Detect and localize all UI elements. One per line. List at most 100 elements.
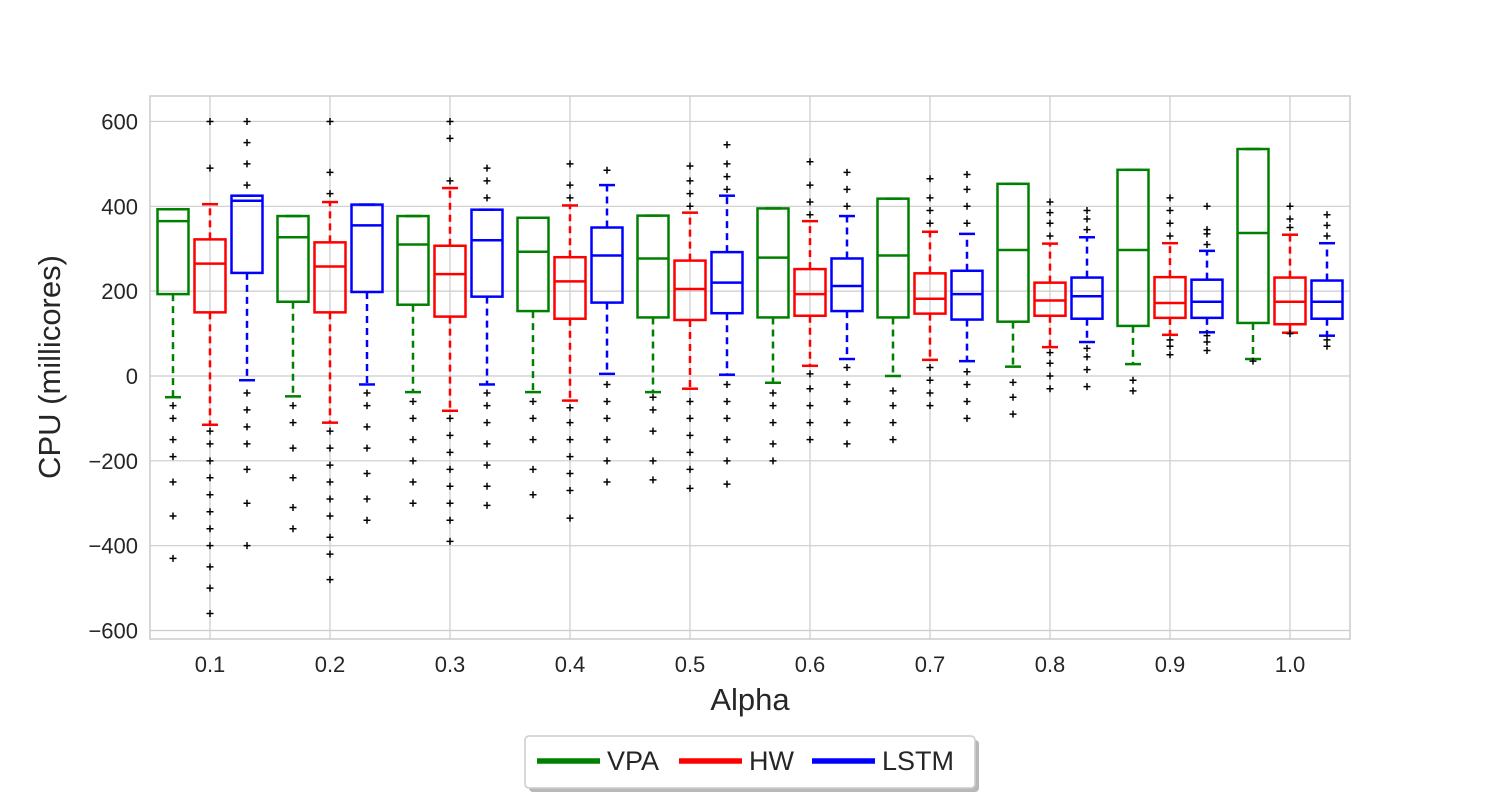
box-iqr: [396, 214, 430, 306]
outlier-marker: [843, 202, 851, 210]
outlier-marker: [686, 202, 694, 210]
outlier-marker: [843, 380, 851, 388]
outlier-marker: [446, 117, 454, 125]
box-series: [156, 117, 1344, 618]
x-tick-label: 1.0: [1275, 652, 1306, 677]
outlier-marker: [169, 554, 177, 562]
box-vpa-0.2: [276, 214, 310, 533]
outlier-marker: [723, 380, 731, 388]
outlier-marker: [806, 198, 814, 206]
outlier-marker: [963, 185, 971, 193]
outlier-marker: [206, 427, 214, 435]
x-tick-label: 0.5: [675, 652, 706, 677]
outlier-marker: [409, 499, 417, 507]
box-lstm-0.2: [350, 203, 384, 524]
outlier-marker: [1249, 357, 1257, 365]
outlier-marker: [566, 487, 574, 495]
outlier-marker: [566, 404, 574, 412]
outlier-marker: [483, 389, 491, 397]
outlier-marker: [289, 402, 297, 410]
outlier-marker: [206, 610, 214, 618]
outlier-marker: [483, 164, 491, 172]
y-tick-labels: −600 −400 −200 0 200 400 600: [88, 109, 138, 643]
box-lstm-0.8: [1070, 207, 1104, 391]
outlier-marker: [483, 501, 491, 509]
outlier-marker: [446, 465, 454, 473]
outlier-marker: [566, 436, 574, 444]
outlier-marker: [649, 393, 657, 401]
outlier-marker: [603, 478, 611, 486]
outlier-marker: [723, 160, 731, 168]
outlier-marker: [769, 389, 777, 397]
outlier-marker: [603, 166, 611, 174]
box-lstm-0.3: [470, 164, 504, 509]
outlier-marker: [889, 419, 897, 427]
outlier-marker: [843, 440, 851, 448]
outlier-marker: [806, 419, 814, 427]
outlier-marker: [686, 484, 694, 492]
outlier-marker: [1286, 330, 1294, 338]
outlier-marker: [483, 177, 491, 185]
box-vpa-0.8: [996, 182, 1030, 418]
outlier-marker: [686, 397, 694, 405]
outlier-marker: [566, 514, 574, 522]
box-vpa-0.1: [156, 208, 190, 562]
outlier-marker: [686, 431, 694, 439]
box-vpa-0.5: [636, 214, 670, 484]
outlier-marker: [723, 457, 731, 465]
box-iqr: [433, 244, 467, 318]
outlier-marker: [769, 419, 777, 427]
outlier-marker: [806, 370, 814, 378]
outlier-marker: [1046, 232, 1054, 240]
outlier-marker: [1083, 344, 1091, 352]
box-hw-0.7: [913, 175, 947, 410]
box-iqr: [350, 203, 384, 294]
outlier-marker: [529, 414, 537, 422]
box-vpa-0.7: [876, 197, 910, 444]
legend-items: VPA HW LSTM: [537, 746, 954, 776]
box-lstm-0.9: [1190, 202, 1224, 355]
outlier-marker: [206, 491, 214, 499]
outlier-marker: [326, 478, 334, 486]
y-tick-label: −400: [88, 534, 138, 559]
box-lstm-1.0: [1310, 211, 1344, 350]
outlier-marker: [326, 576, 334, 584]
box-hw-1.0: [1273, 202, 1307, 338]
outlier-marker: [1323, 221, 1331, 229]
outlier-marker: [926, 364, 934, 371]
outlier-marker: [243, 389, 251, 397]
box-iqr: [1310, 279, 1344, 320]
outlier-marker: [446, 134, 454, 142]
outlier-marker: [843, 168, 851, 176]
outlier-marker: [169, 436, 177, 444]
outlier-marker: [889, 436, 897, 444]
outlier-marker: [843, 397, 851, 405]
outlier-marker: [1166, 219, 1174, 227]
box-iqr: [470, 208, 504, 298]
outlier-marker: [1129, 387, 1137, 395]
outlier-marker: [1046, 219, 1054, 227]
outlier-marker: [206, 117, 214, 125]
outlier-marker: [446, 516, 454, 524]
outlier-marker: [1083, 215, 1091, 223]
box-iqr: [996, 182, 1030, 323]
outlier-marker: [686, 414, 694, 422]
outlier-marker: [363, 516, 371, 524]
outlier-marker: [169, 402, 177, 410]
outlier-marker: [326, 117, 334, 125]
outlier-marker: [806, 211, 814, 219]
outlier-marker: [1323, 211, 1331, 219]
outlier-marker: [363, 495, 371, 503]
legend-box: [524, 735, 976, 789]
outlier-marker: [409, 457, 417, 465]
outlier-marker: [566, 181, 574, 189]
outlier-marker: [243, 465, 251, 473]
box-iqr: [1116, 168, 1150, 328]
outlier-marker: [326, 550, 334, 558]
outlier-marker: [446, 414, 454, 422]
box-hw-0.8: [1033, 198, 1067, 393]
outlier-marker: [206, 457, 214, 465]
x-tick-label: 0.8: [1035, 652, 1066, 677]
outlier-marker: [289, 419, 297, 427]
x-tick-label: 0.6: [795, 652, 826, 677]
